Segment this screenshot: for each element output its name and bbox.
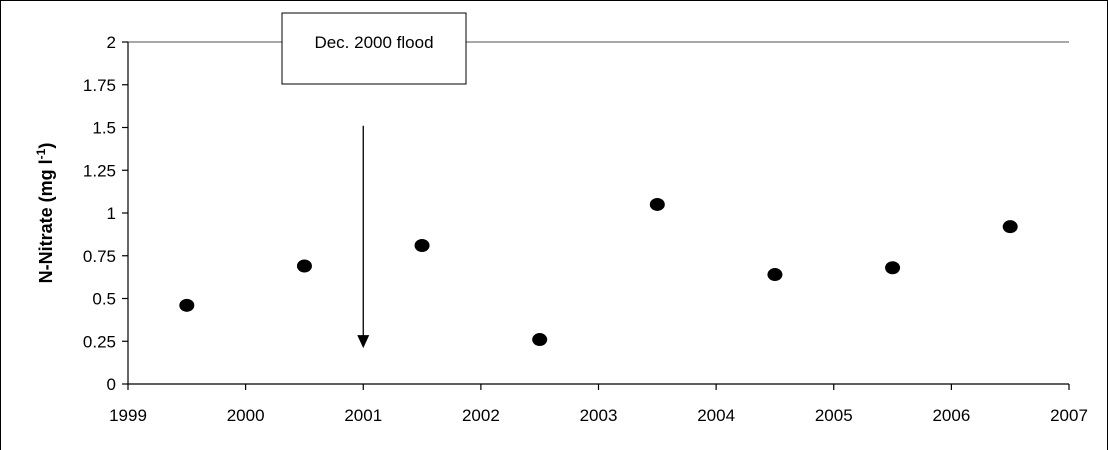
x-axis-ticks: 1999 2000 2001 2002 2003 2004 2005 2006 2007: [109, 384, 1088, 425]
data-point: [532, 333, 548, 347]
flood-annotation: Dec. 2000 flood: [281, 12, 467, 349]
x-tick-label: 2000: [227, 406, 265, 425]
data-point: [649, 197, 665, 211]
x-tick-label: 2007: [1050, 406, 1088, 425]
y-tick-label: 0: [107, 375, 116, 394]
x-tick-label: 2005: [815, 406, 853, 425]
y-tick-label: 0.25: [83, 332, 116, 351]
data-point: [179, 298, 195, 312]
annotation-text: Dec. 2000 flood: [314, 33, 433, 52]
y-tick-label: 1.75: [83, 76, 116, 95]
y-axis-label-superscript: -1: [34, 148, 48, 159]
annotation-box: [281, 12, 467, 85]
data-points: [179, 197, 1018, 347]
data-point: [885, 261, 901, 275]
y-tick-label: 2: [107, 33, 116, 52]
y-axis-label-main: N-Nitrate (mg l: [36, 159, 56, 283]
annotation-arrow-head: [357, 335, 370, 349]
y-tick-label: 1.25: [83, 161, 116, 180]
data-point: [1002, 220, 1018, 234]
y-tick-label: 1.5: [92, 119, 116, 138]
x-tick-label: 2006: [932, 406, 970, 425]
y-tick-label: 0.5: [92, 290, 116, 309]
data-point: [767, 268, 783, 282]
x-tick-label: 2003: [580, 406, 618, 425]
y-axis-ticks: 0 0.25 0.5 0.75 1 1.25 1.5 1.75 2: [83, 33, 128, 394]
x-tick-label: 2001: [344, 406, 382, 425]
data-point: [414, 238, 430, 252]
y-tick-label: 1: [107, 204, 116, 223]
x-tick-label: 2004: [697, 406, 735, 425]
y-axis-label: N-Nitrate (mg l-1): [34, 143, 56, 284]
data-point: [296, 259, 312, 273]
y-axis-label-close: ): [36, 143, 56, 149]
x-tick-label: 2002: [462, 406, 500, 425]
x-tick-label: 1999: [109, 406, 147, 425]
y-tick-label: 0.75: [83, 247, 116, 266]
